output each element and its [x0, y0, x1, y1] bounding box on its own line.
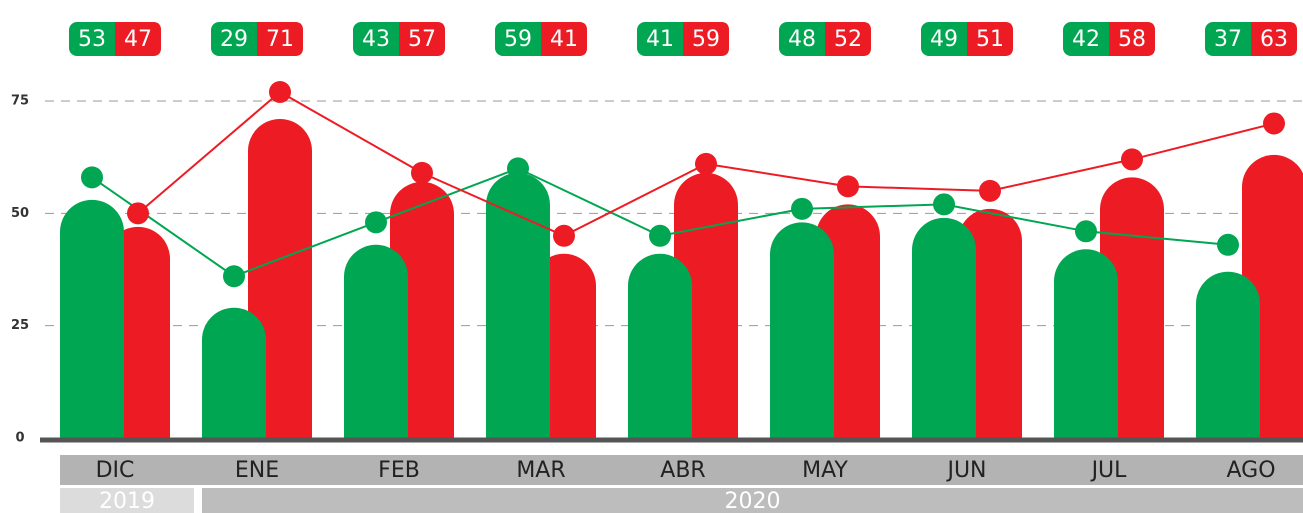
line-point [1263, 112, 1285, 135]
y-tick-label: 50 [11, 206, 29, 221]
line-point [695, 152, 717, 175]
line-point [933, 193, 955, 216]
line-point [365, 211, 387, 234]
line-point [507, 157, 529, 180]
pill-bg-red [257, 22, 303, 56]
bar [628, 253, 692, 438]
pill-bg-red [115, 22, 161, 56]
value-label: 52 [834, 27, 862, 52]
y-tick-label: 75 [11, 94, 29, 109]
value-label: 63 [1260, 27, 1288, 52]
value-label: 47 [124, 27, 152, 52]
line-point [269, 81, 291, 104]
category-band [60, 455, 1303, 485]
value-label: 58 [1118, 27, 1146, 52]
line-point [1121, 148, 1143, 171]
value-label: 48 [788, 27, 816, 52]
value-label: 59 [504, 27, 532, 52]
value-label: 53 [78, 27, 106, 52]
bar [486, 172, 550, 439]
value-label: 37 [1214, 27, 1242, 52]
pill-bg-red [967, 22, 1013, 56]
value-label: 49 [930, 27, 958, 52]
value-label: 41 [646, 27, 674, 52]
year-label: 2019 [99, 489, 155, 513]
x-tick-label: JUL [1090, 458, 1128, 483]
x-tick-label: FEB [378, 458, 420, 483]
line-point [791, 197, 813, 220]
line-point [81, 166, 103, 189]
value-label: 29 [220, 27, 248, 52]
pill-bg-red [399, 22, 445, 56]
bar [1196, 271, 1260, 438]
bar [202, 307, 266, 438]
value-label: 57 [408, 27, 436, 52]
year-band [202, 488, 1303, 513]
x-tick-label: JUN [945, 458, 986, 483]
pill-bg-red [1251, 22, 1297, 56]
value-label: 41 [550, 27, 578, 52]
line-point [127, 202, 149, 225]
pill-bg-red [541, 22, 587, 56]
value-label: 42 [1072, 27, 1100, 52]
x-tick-label: ENE [235, 458, 279, 483]
line-point [837, 175, 859, 198]
y-tick-label: 0 [15, 431, 24, 446]
line-point [649, 224, 671, 247]
value-label: 71 [266, 27, 294, 52]
year-band [60, 488, 194, 513]
line-point [1075, 220, 1097, 243]
value-label: 43 [362, 27, 390, 52]
bar [770, 222, 834, 438]
x-tick-label: DIC [96, 458, 135, 483]
value-label: 51 [976, 27, 1004, 52]
pill-bg-red [683, 22, 729, 56]
pill-bg-red [1109, 22, 1155, 56]
x-tick-label: AGO [1226, 458, 1275, 483]
bar [1054, 249, 1118, 438]
bar [344, 244, 408, 438]
bar [912, 217, 976, 438]
line-point [223, 265, 245, 288]
line-point [411, 161, 433, 184]
x-tick-label: ABR [660, 458, 705, 483]
year-label: 2020 [725, 489, 781, 513]
line-point [1217, 233, 1239, 256]
line-point [553, 224, 575, 247]
value-label: 59 [692, 27, 720, 52]
y-tick-label: 25 [11, 318, 29, 333]
x-tick-label: MAY [802, 458, 848, 483]
x-tick-label: MAR [516, 458, 565, 483]
line-point [979, 179, 1001, 202]
bar [60, 199, 124, 438]
pill-bg-red [825, 22, 871, 56]
